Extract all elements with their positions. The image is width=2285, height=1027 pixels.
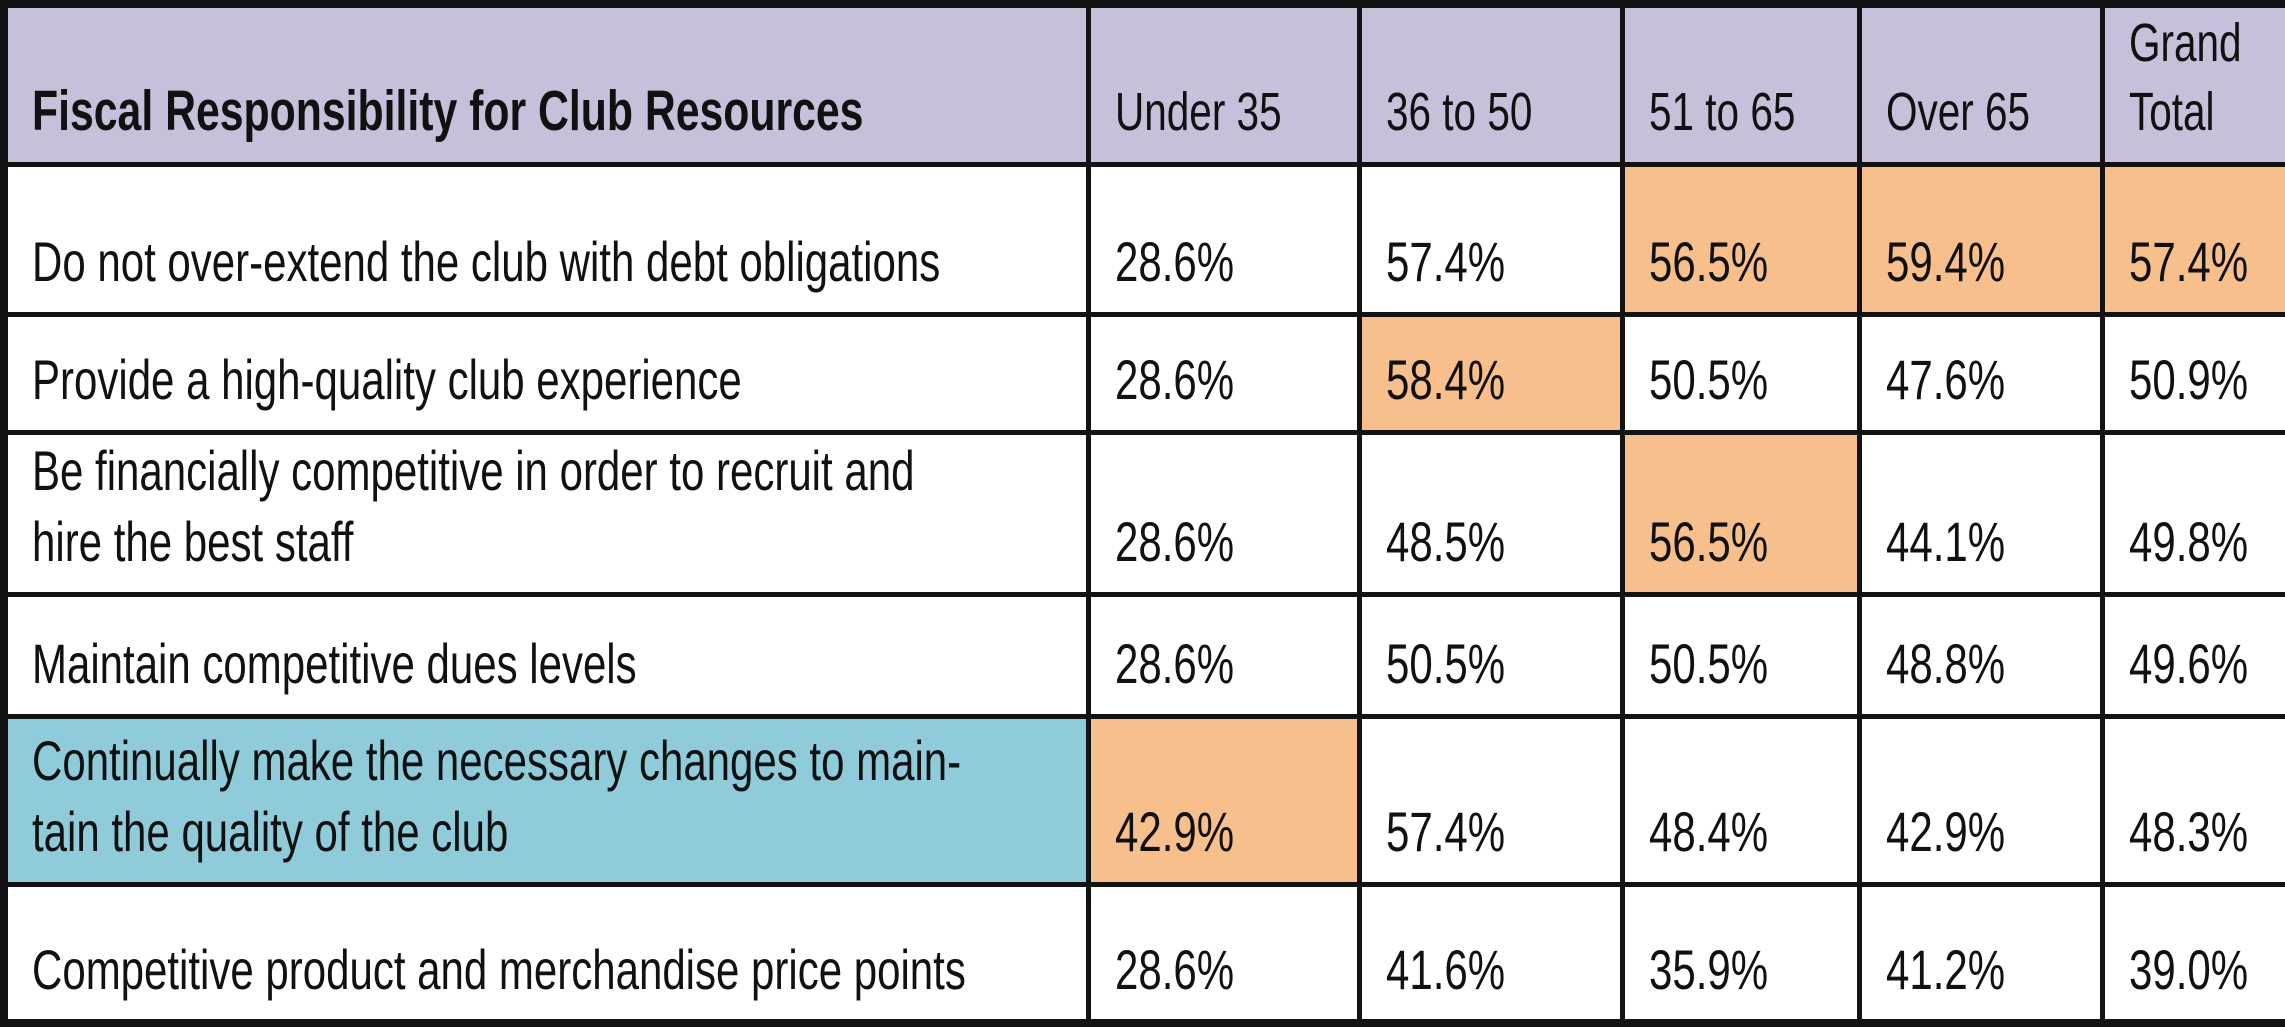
column-header-label: 51 to 65 <box>1648 82 1795 143</box>
value-percent: 48.5% <box>1385 510 1505 574</box>
value-percent: 28.6% <box>1114 347 1234 411</box>
value-cell: 48.4% <box>1619 713 1862 887</box>
value-percent: 56.5% <box>1648 229 1768 293</box>
value-cell: 44.1% <box>1856 429 2105 597</box>
value-cell: 28.6% <box>1085 881 1362 1026</box>
value-percent: 48.8% <box>1885 632 2005 696</box>
value-cell: 50.9% <box>2099 311 2285 435</box>
value-cell: 56.5% <box>1619 161 1862 317</box>
column-header-under-35: Under 35 <box>1085 1 1362 167</box>
value-cell: 59.4% <box>1856 161 2105 317</box>
value-cell: 56.5% <box>1619 429 1862 597</box>
row-label: Provide a high-quality club experience <box>32 347 742 411</box>
value-cell: 57.4% <box>1356 713 1625 887</box>
value-cell: 28.6% <box>1085 161 1362 317</box>
value-percent: 28.6% <box>1114 229 1234 293</box>
value-cell: 42.9% <box>1085 713 1362 887</box>
value-cell: 47.6% <box>1856 311 2105 435</box>
value-percent: 48.4% <box>1648 800 1768 864</box>
value-cell: 50.5% <box>1619 311 1862 435</box>
value-cell: 48.5% <box>1356 429 1625 597</box>
table-row: Continually make the necessary changes t… <box>1 713 2285 887</box>
value-cell: 50.5% <box>1619 591 1862 719</box>
value-percent: 57.4% <box>1385 800 1505 864</box>
value-percent: 57.4% <box>2128 229 2248 293</box>
row-label-cell: Competitive product and merchandise pric… <box>1 881 1091 1026</box>
value-cell: 39.0% <box>2099 881 2285 1026</box>
value-percent: 28.6% <box>1114 510 1234 574</box>
value-cell: 50.5% <box>1356 591 1625 719</box>
value-cell: 28.6% <box>1085 591 1362 719</box>
column-header-36-to-50: 36 to 50 <box>1356 1 1625 167</box>
column-header-over-65: Over 65 <box>1856 1 2105 167</box>
row-label-cell: Maintain competitive dues levels <box>1 591 1091 719</box>
value-percent: 50.5% <box>1385 632 1505 696</box>
value-percent: 48.3% <box>2128 800 2248 864</box>
row-label: Do not over-extend the club with debt ob… <box>32 229 941 293</box>
value-percent: 44.1% <box>1885 510 2005 574</box>
table-row: Maintain competitive dues levels 28.6% 50.… <box>1 591 2285 719</box>
value-cell: 57.4% <box>1356 161 1625 317</box>
value-cell: 48.8% <box>1856 591 2105 719</box>
value-percent: 49.8% <box>2128 510 2248 574</box>
row-label: Be financially competitive in order to r… <box>32 438 915 574</box>
value-percent: 50.5% <box>1648 632 1768 696</box>
value-percent: 57.4% <box>1385 229 1505 293</box>
value-percent: 42.9% <box>1114 800 1234 864</box>
column-header-label: Grand Total <box>2128 13 2242 143</box>
value-cell: 49.8% <box>2099 429 2285 597</box>
value-percent: 39.0% <box>2128 937 2248 1001</box>
value-cell: 48.3% <box>2099 713 2285 887</box>
value-percent: 28.6% <box>1114 937 1234 1001</box>
table-row: Competitive product and merchandise pric… <box>1 881 2285 1026</box>
value-cell: 57.4% <box>2099 161 2285 317</box>
value-percent: 35.9% <box>1648 937 1768 1001</box>
value-cell: 41.6% <box>1356 881 1625 1026</box>
row-label-cell: Provide a high-quality club experience <box>1 311 1091 435</box>
table-title-cell: Fiscal Responsibility for Club Resources <box>1 1 1091 167</box>
value-cell: 41.2% <box>1856 881 2105 1026</box>
value-percent: 56.5% <box>1648 510 1768 574</box>
value-percent: 41.6% <box>1385 937 1505 1001</box>
value-percent: 41.2% <box>1885 937 2005 1001</box>
value-cell: 35.9% <box>1619 881 1862 1026</box>
value-percent: 49.6% <box>2128 632 2248 696</box>
row-label-cell: Do not over-extend the club with debt ob… <box>1 161 1091 317</box>
row-label-cell: Continually make the necessary changes t… <box>1 713 1091 887</box>
table-title: Fiscal Responsibility for Club Resources <box>32 78 864 143</box>
value-percent: 28.6% <box>1114 632 1234 696</box>
table-row: Be financially competitive in order to r… <box>1 429 2285 597</box>
value-cell: 49.6% <box>2099 591 2285 719</box>
table-row: Do not over-extend the club with debt ob… <box>1 161 2285 317</box>
row-label: Competitive product and merchandise pric… <box>32 937 966 1001</box>
value-percent: 47.6% <box>1885 347 2005 411</box>
column-header-51-to-65: 51 to 65 <box>1619 1 1862 167</box>
value-cell: 58.4% <box>1356 311 1625 435</box>
value-percent: 42.9% <box>1885 800 2005 864</box>
value-cell: 28.6% <box>1085 429 1362 597</box>
row-label: Maintain competitive dues levels <box>32 632 637 696</box>
column-header-label: 36 to 50 <box>1385 82 1532 143</box>
row-label-cell: Be financially competitive in order to r… <box>1 429 1091 597</box>
header-row: Fiscal Responsibility for Club Resources… <box>1 1 2285 167</box>
column-header-grand-total: Grand Total <box>2099 1 2285 167</box>
value-cell: 42.9% <box>1856 713 2105 887</box>
value-cell: 28.6% <box>1085 311 1362 435</box>
value-percent: 58.4% <box>1385 347 1505 411</box>
table-row: Provide a high-quality club experience 28… <box>1 311 2285 435</box>
row-label: Continually make the necessary changes t… <box>32 728 962 864</box>
value-percent: 50.9% <box>2128 347 2248 411</box>
value-percent: 59.4% <box>1885 229 2005 293</box>
column-header-label: Under 35 <box>1114 82 1282 143</box>
column-header-label: Over 65 <box>1885 82 2030 143</box>
value-percent: 50.5% <box>1648 347 1768 411</box>
